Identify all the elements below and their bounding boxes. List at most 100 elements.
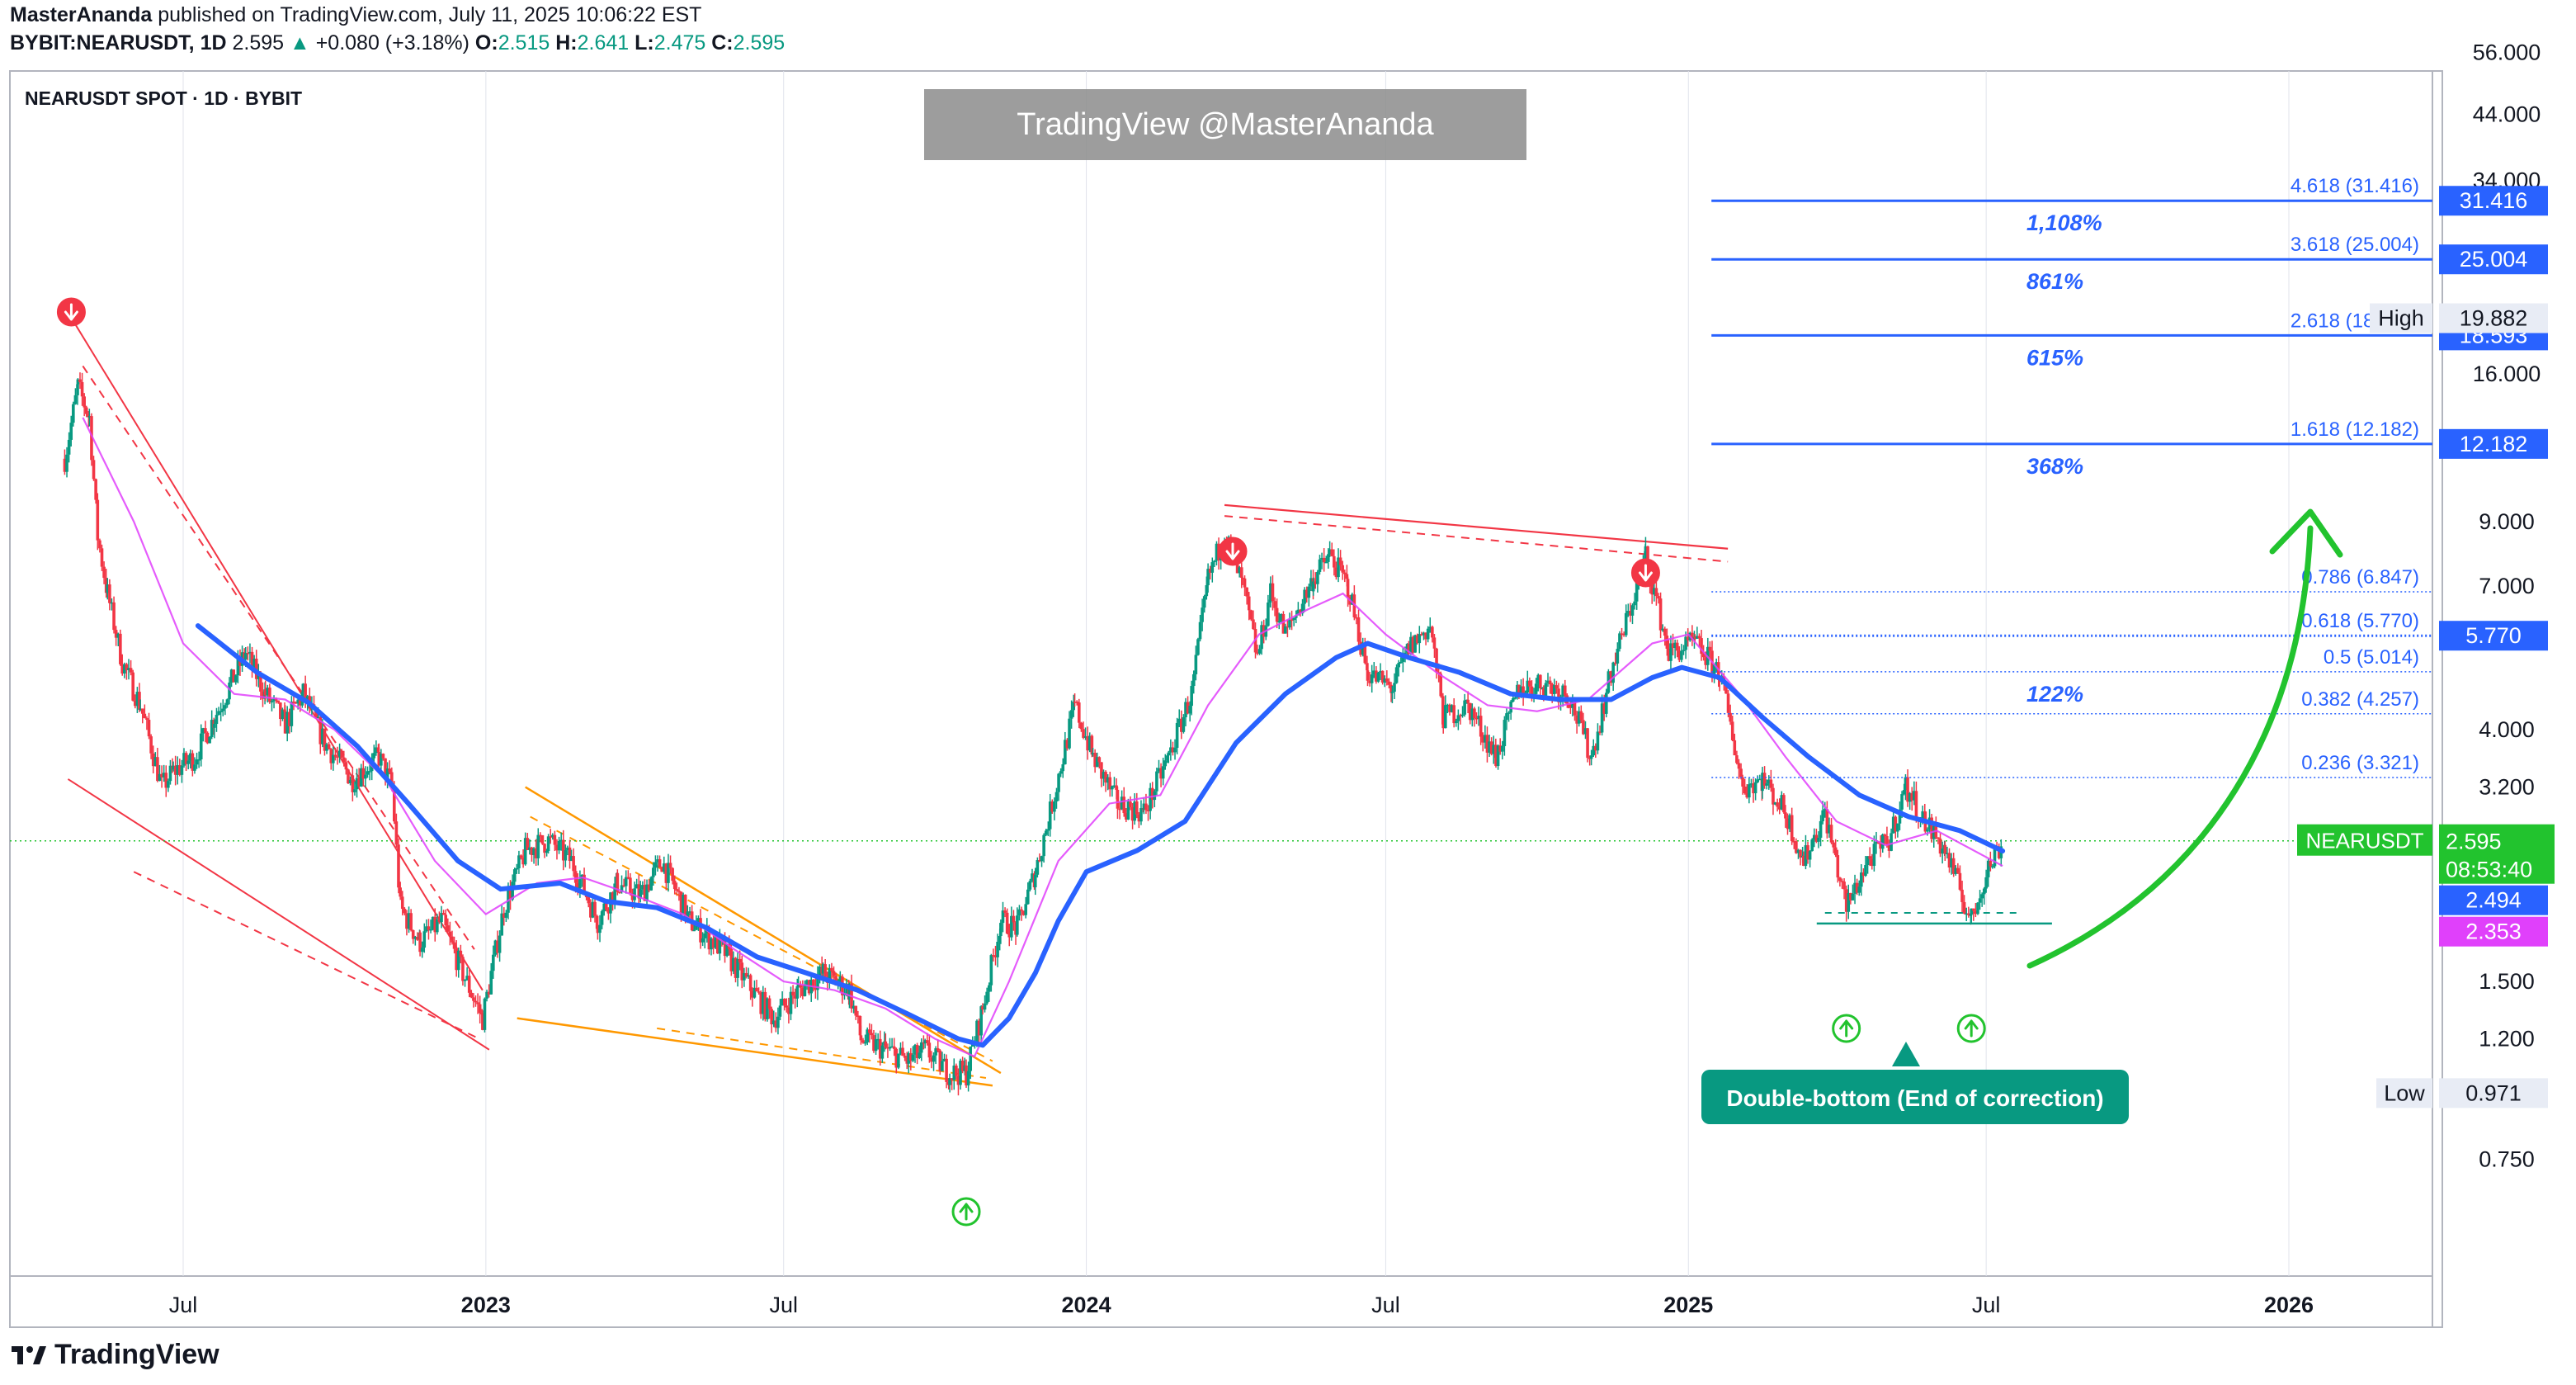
candle-body	[1894, 816, 1898, 832]
candle-body	[591, 901, 595, 918]
candle-body	[123, 664, 126, 674]
candle-body	[1275, 607, 1279, 622]
candle-body	[1444, 705, 1447, 729]
candle-body	[394, 821, 399, 845]
candle-body	[1773, 802, 1777, 805]
current-price-text: 2.595	[2446, 830, 2502, 854]
candle-body	[1941, 848, 1944, 854]
candle-body	[1205, 585, 1209, 597]
candle-body	[888, 1047, 892, 1049]
candle-body	[1238, 567, 1241, 574]
candle-body	[129, 668, 133, 673]
candle-body	[87, 414, 91, 418]
candle-body	[1142, 803, 1146, 810]
candle-body	[1292, 617, 1295, 621]
candle-body	[407, 913, 411, 929]
candle-body	[989, 955, 993, 986]
candle-body	[1769, 779, 1773, 788]
symbol-label: BYBIT:NEARUSDT, 1D	[10, 31, 227, 54]
candle-body	[489, 971, 493, 995]
fib-gain-label: 122%	[2026, 682, 2083, 707]
candle-body	[1470, 708, 1474, 721]
candle-body	[469, 992, 474, 998]
candle-body	[83, 396, 86, 408]
candle-body	[1534, 683, 1538, 694]
candle-body	[474, 1000, 478, 1003]
candle-body	[1296, 609, 1300, 616]
candle-body	[886, 1047, 889, 1049]
candle-body	[1418, 634, 1422, 644]
candle-body	[372, 753, 376, 759]
candle-body	[993, 955, 998, 957]
candle-body	[1327, 554, 1330, 562]
candle-body	[1737, 763, 1741, 769]
annotation-box[interactable]	[1701, 1070, 2129, 1124]
candle-body	[1053, 801, 1056, 812]
candle-body	[936, 1048, 940, 1051]
candle-body	[364, 774, 367, 779]
candle-body	[1064, 740, 1067, 764]
candle-body	[508, 889, 512, 900]
candle-body	[236, 658, 240, 676]
candle-body	[664, 863, 668, 883]
candle-body	[1891, 816, 1895, 834]
candle-body	[1372, 670, 1376, 675]
candle-body	[1765, 783, 1768, 786]
candle-body	[1271, 583, 1275, 602]
candle-body	[847, 983, 852, 1000]
candle-body	[316, 716, 320, 719]
candle-body	[789, 991, 793, 1014]
high-label: High	[2378, 306, 2424, 331]
candle-body	[221, 708, 225, 711]
author-name[interactable]: MasterAnanda	[10, 3, 153, 26]
candle-body	[1991, 866, 1994, 868]
candle-body	[1036, 860, 1040, 875]
candle-body	[1902, 790, 1906, 795]
candle-body	[1489, 741, 1493, 754]
candle-body	[641, 885, 644, 890]
candle-body	[534, 848, 538, 858]
candle-body	[441, 913, 446, 915]
candle-body	[874, 1039, 878, 1052]
candle-body	[1407, 644, 1411, 655]
candle-body	[1125, 813, 1128, 820]
grid	[182, 71, 2290, 1276]
fib-level-label: 0.786 (6.847)	[2301, 566, 2419, 589]
sma-line	[82, 417, 2003, 1058]
candle-body	[259, 673, 262, 692]
candle-body	[564, 850, 568, 861]
candle-body	[566, 847, 569, 851]
candle-body	[667, 863, 670, 883]
marker-arrow	[1839, 1019, 1854, 1038]
candle-body	[318, 716, 323, 744]
candle-body	[1579, 711, 1583, 721]
candle-body	[139, 708, 142, 710]
candle-body	[1950, 858, 1953, 868]
candle-body	[854, 1005, 858, 1016]
candle-body	[1976, 902, 1979, 915]
candle-body	[526, 838, 530, 850]
candle-body	[448, 931, 452, 937]
candle-body	[112, 602, 116, 631]
y-tick-label: 1.500	[2479, 969, 2535, 994]
candle-body	[172, 765, 175, 770]
candle-body	[557, 840, 561, 851]
candle-body	[987, 985, 991, 992]
candle-body	[1870, 858, 1874, 867]
tradingview-logo[interactable]: TradingView	[10, 1339, 219, 1371]
candle-body	[1825, 809, 1829, 834]
candle-body	[1116, 789, 1120, 809]
candle-body	[1161, 766, 1165, 779]
candle-body	[830, 967, 833, 971]
candle-body	[1849, 892, 1852, 900]
candle-body	[941, 1061, 944, 1071]
candle-body	[966, 1071, 970, 1086]
candle-body	[492, 954, 495, 971]
candle-body	[1671, 643, 1675, 649]
candle-body	[420, 948, 424, 952]
candle-body	[894, 1048, 899, 1068]
candle-body	[1448, 704, 1451, 712]
candle-body	[1149, 787, 1152, 811]
projection-arrow-head	[2269, 508, 2343, 558]
